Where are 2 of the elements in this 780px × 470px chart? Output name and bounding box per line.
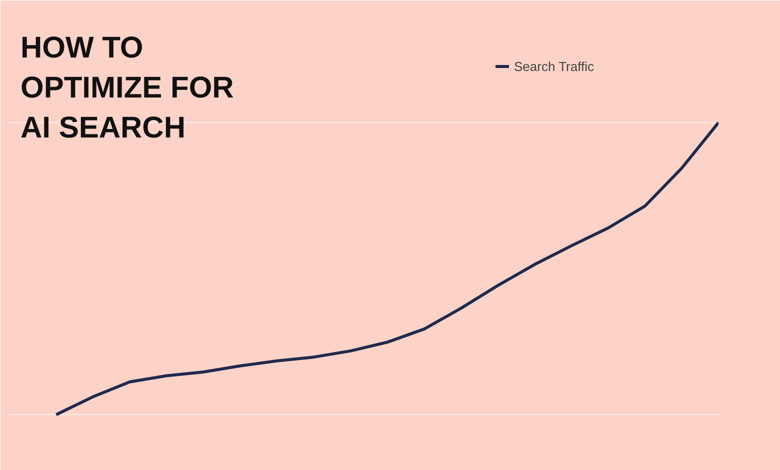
chart-title: HOW TO OPTIMIZE FOR AI SEARCH xyxy=(20,32,234,144)
legend-label: Search Traffic xyxy=(514,58,594,74)
